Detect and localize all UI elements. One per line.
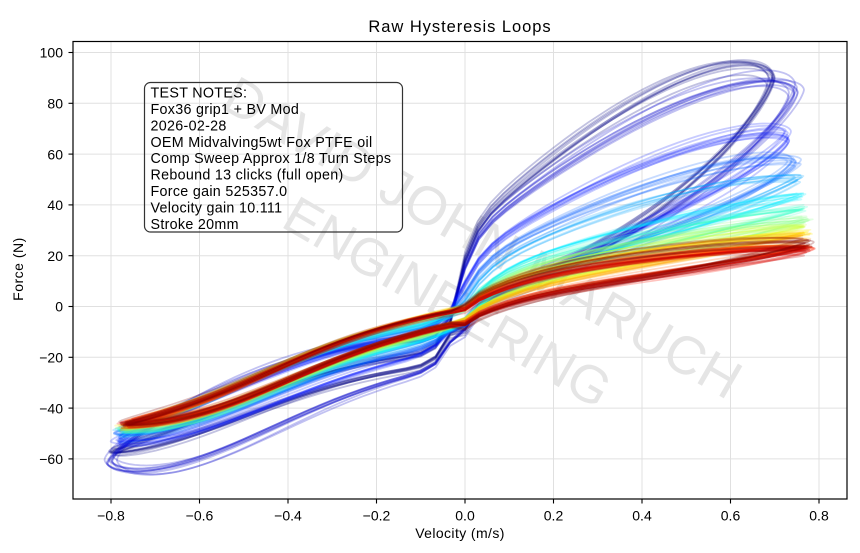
- svg-text:TEST NOTES:: TEST NOTES:: [151, 85, 248, 101]
- svg-text:Velocity gain 10.111: Velocity gain 10.111: [151, 201, 283, 217]
- svg-text:−0.4: −0.4: [274, 508, 302, 524]
- svg-text:−40: −40: [39, 400, 63, 416]
- svg-text:100: 100: [40, 45, 64, 61]
- svg-text:2026-02-28: 2026-02-28: [151, 118, 227, 134]
- svg-text:Velocity (m/s): Velocity (m/s): [415, 525, 505, 541]
- svg-text:0.8: 0.8: [809, 508, 829, 524]
- svg-text:Force (N): Force (N): [10, 237, 26, 301]
- svg-text:Stroke 20mm: Stroke 20mm: [151, 217, 239, 233]
- svg-text:−0.2: −0.2: [363, 508, 391, 524]
- svg-text:−0.6: −0.6: [186, 508, 214, 524]
- svg-text:0.4: 0.4: [632, 508, 652, 524]
- svg-text:−20: −20: [39, 350, 63, 366]
- svg-text:20: 20: [47, 248, 63, 264]
- svg-text:Fox36 grip1 + BV Mod: Fox36 grip1 + BV Mod: [151, 102, 300, 118]
- svg-text:−60: −60: [39, 451, 63, 467]
- svg-text:−0.8: −0.8: [97, 508, 125, 524]
- svg-text:Force gain 525357.0: Force gain 525357.0: [151, 184, 288, 200]
- svg-text:60: 60: [47, 146, 63, 162]
- svg-text:0: 0: [55, 299, 63, 315]
- svg-text:0.6: 0.6: [721, 508, 741, 524]
- svg-text:40: 40: [47, 197, 63, 213]
- svg-text:0.0: 0.0: [455, 508, 475, 524]
- svg-text:Rebound 13 clicks (full open): Rebound 13 clicks (full open): [151, 168, 344, 184]
- svg-text:Comp Sweep Approx 1/8 Turn Ste: Comp Sweep Approx 1/8 Turn Steps: [151, 151, 392, 167]
- svg-text:80: 80: [47, 96, 63, 112]
- svg-text:0.2: 0.2: [544, 508, 564, 524]
- svg-text:Raw Hysteresis Loops: Raw Hysteresis Loops: [368, 18, 551, 36]
- svg-text:OEM Midvalving5wt Fox PTFE oil: OEM Midvalving5wt Fox PTFE oil: [151, 135, 373, 151]
